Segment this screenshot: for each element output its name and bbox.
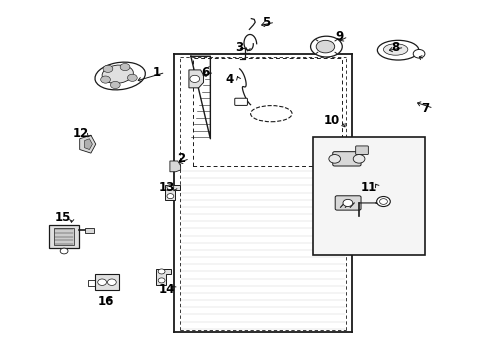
Polygon shape <box>164 185 180 201</box>
Circle shape <box>110 81 120 89</box>
FancyBboxPatch shape <box>355 146 367 154</box>
Text: 11: 11 <box>360 181 376 194</box>
Text: 14: 14 <box>158 283 174 296</box>
Ellipse shape <box>250 105 291 122</box>
Circle shape <box>158 278 164 283</box>
Ellipse shape <box>102 65 133 84</box>
Ellipse shape <box>377 40 418 60</box>
Text: 6: 6 <box>201 66 209 79</box>
Ellipse shape <box>95 62 145 90</box>
Text: 7: 7 <box>420 102 428 115</box>
FancyBboxPatch shape <box>95 274 119 290</box>
Polygon shape <box>188 70 203 88</box>
Circle shape <box>328 154 340 163</box>
Polygon shape <box>80 135 96 153</box>
Circle shape <box>166 194 173 199</box>
FancyBboxPatch shape <box>49 225 79 248</box>
Text: 10: 10 <box>324 114 340 127</box>
Circle shape <box>342 199 352 207</box>
FancyBboxPatch shape <box>234 98 247 105</box>
Bar <box>54 228 74 244</box>
Circle shape <box>127 74 137 81</box>
Text: 5: 5 <box>262 16 270 29</box>
Circle shape <box>166 185 173 190</box>
Text: 15: 15 <box>55 211 71 224</box>
Circle shape <box>60 248 68 254</box>
Circle shape <box>376 197 389 207</box>
Ellipse shape <box>383 44 407 55</box>
Text: 1: 1 <box>152 66 161 79</box>
Text: 16: 16 <box>97 296 114 309</box>
FancyBboxPatch shape <box>334 196 360 210</box>
Circle shape <box>412 49 424 58</box>
Circle shape <box>107 279 116 285</box>
Text: 9: 9 <box>335 30 343 43</box>
Polygon shape <box>84 139 92 149</box>
Text: 3: 3 <box>235 41 243 54</box>
FancyBboxPatch shape <box>332 152 360 166</box>
Text: 2: 2 <box>177 152 185 165</box>
Circle shape <box>158 269 164 274</box>
Ellipse shape <box>316 40 334 53</box>
Polygon shape <box>169 161 180 172</box>
Circle shape <box>352 154 364 163</box>
Bar <box>312 137 424 255</box>
Circle shape <box>101 76 110 83</box>
Circle shape <box>98 279 106 285</box>
Circle shape <box>103 65 113 72</box>
Text: 12: 12 <box>73 127 89 140</box>
Text: 8: 8 <box>391 41 399 54</box>
Text: 13: 13 <box>158 181 174 194</box>
Polygon shape <box>156 269 171 285</box>
Text: 4: 4 <box>225 73 234 86</box>
Circle shape <box>379 199 386 204</box>
Ellipse shape <box>310 36 342 57</box>
Circle shape <box>189 75 199 82</box>
Bar <box>84 228 94 233</box>
Circle shape <box>120 63 130 71</box>
